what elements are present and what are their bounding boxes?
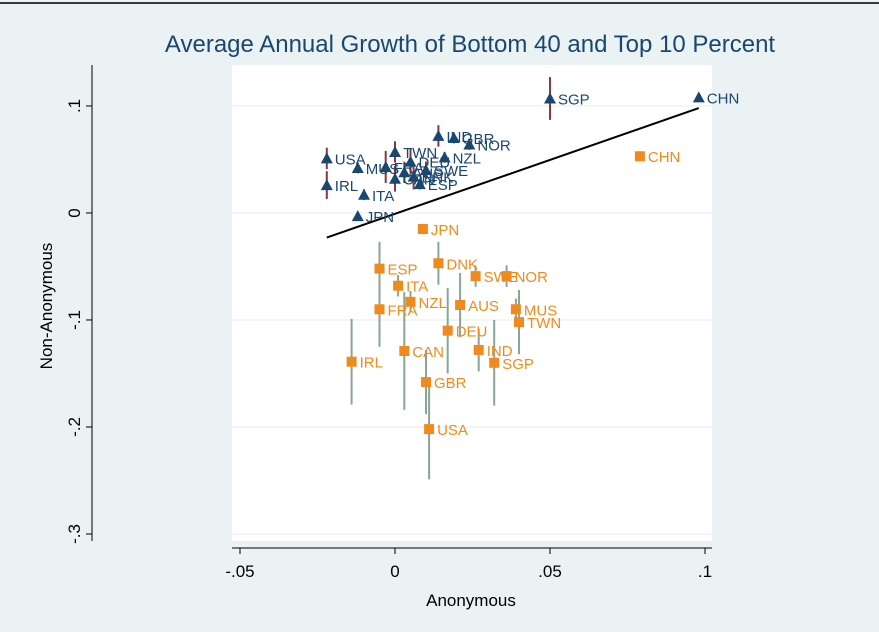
point-label: TWN [527,315,561,332]
point-label: DNK [422,170,454,187]
point [634,151,645,162]
point-label: GBR [434,375,467,392]
y-tick-label: .1 [65,99,84,113]
point [692,91,705,103]
point-label: SGP [502,356,534,373]
point [351,210,364,222]
point-label: MUS [524,302,557,319]
point [405,296,416,307]
point [501,271,512,282]
point-label: SGP [558,91,590,108]
point-label: AUS [468,298,499,315]
y-tick-label: -.2 [65,417,84,437]
point [413,178,426,190]
point [393,280,404,291]
point-label: NZL [453,150,481,167]
x-axis-title: Anonymous [426,591,516,610]
point [374,263,385,274]
point-label: DNK [446,256,478,273]
point-label: NOR [477,137,511,154]
point [379,160,392,172]
point [424,424,435,435]
y-tick-label: 0 [65,208,84,217]
y-tick-label: -.3 [65,524,84,544]
point [421,377,431,388]
point [455,299,466,310]
point-label: SWE [484,269,518,286]
point [432,129,445,141]
point [514,317,524,328]
point [433,258,444,269]
point-label: CHN [707,90,740,107]
fit-line [326,107,700,239]
point [447,132,460,144]
point-label: JPN [366,209,394,226]
point [399,346,410,357]
point [398,166,411,178]
point [510,304,521,315]
point [374,304,385,315]
point [320,152,333,164]
point [489,357,500,368]
x-tick-label: 0 [390,562,399,581]
point [470,271,481,282]
x-tick-label: -.05 [225,562,254,581]
point [473,344,484,355]
point-label: SWE [434,163,468,180]
point-label: IRL [335,178,358,195]
x-tick-label: .1 [698,562,712,581]
chart-title: Average Annual Growth of Bottom 40 and T… [165,31,776,58]
point-label: ITA [406,279,428,296]
point-label: CAN [412,344,444,361]
point [389,172,401,184]
point [417,224,428,235]
point-label: DEU [456,324,488,341]
point-label: NZL [419,295,447,312]
point [407,170,420,182]
point [463,138,476,150]
x-tick-label: .05 [538,562,562,581]
point-label: FRA [388,302,418,319]
point [404,155,417,167]
y-tick-label: -.1 [65,310,84,330]
point [438,151,451,163]
point-label: IRL [360,355,383,372]
point [358,188,370,200]
point [544,92,556,104]
point [351,162,364,174]
point-label: JPN [431,222,459,239]
point [346,356,357,367]
point-label: NOR [515,269,549,286]
point-label: USA [335,151,366,168]
y-axis-title: Non-Anonymous [37,243,56,370]
point-label: ESP [388,262,418,279]
point-label: ITA [372,188,394,205]
point [320,179,333,191]
point-label: USA [437,422,468,439]
point [420,164,432,176]
point-label: ESP [428,177,458,194]
point-label: CHN [648,149,681,166]
point [389,145,401,157]
point [442,325,453,336]
point-label: IND [487,343,513,360]
